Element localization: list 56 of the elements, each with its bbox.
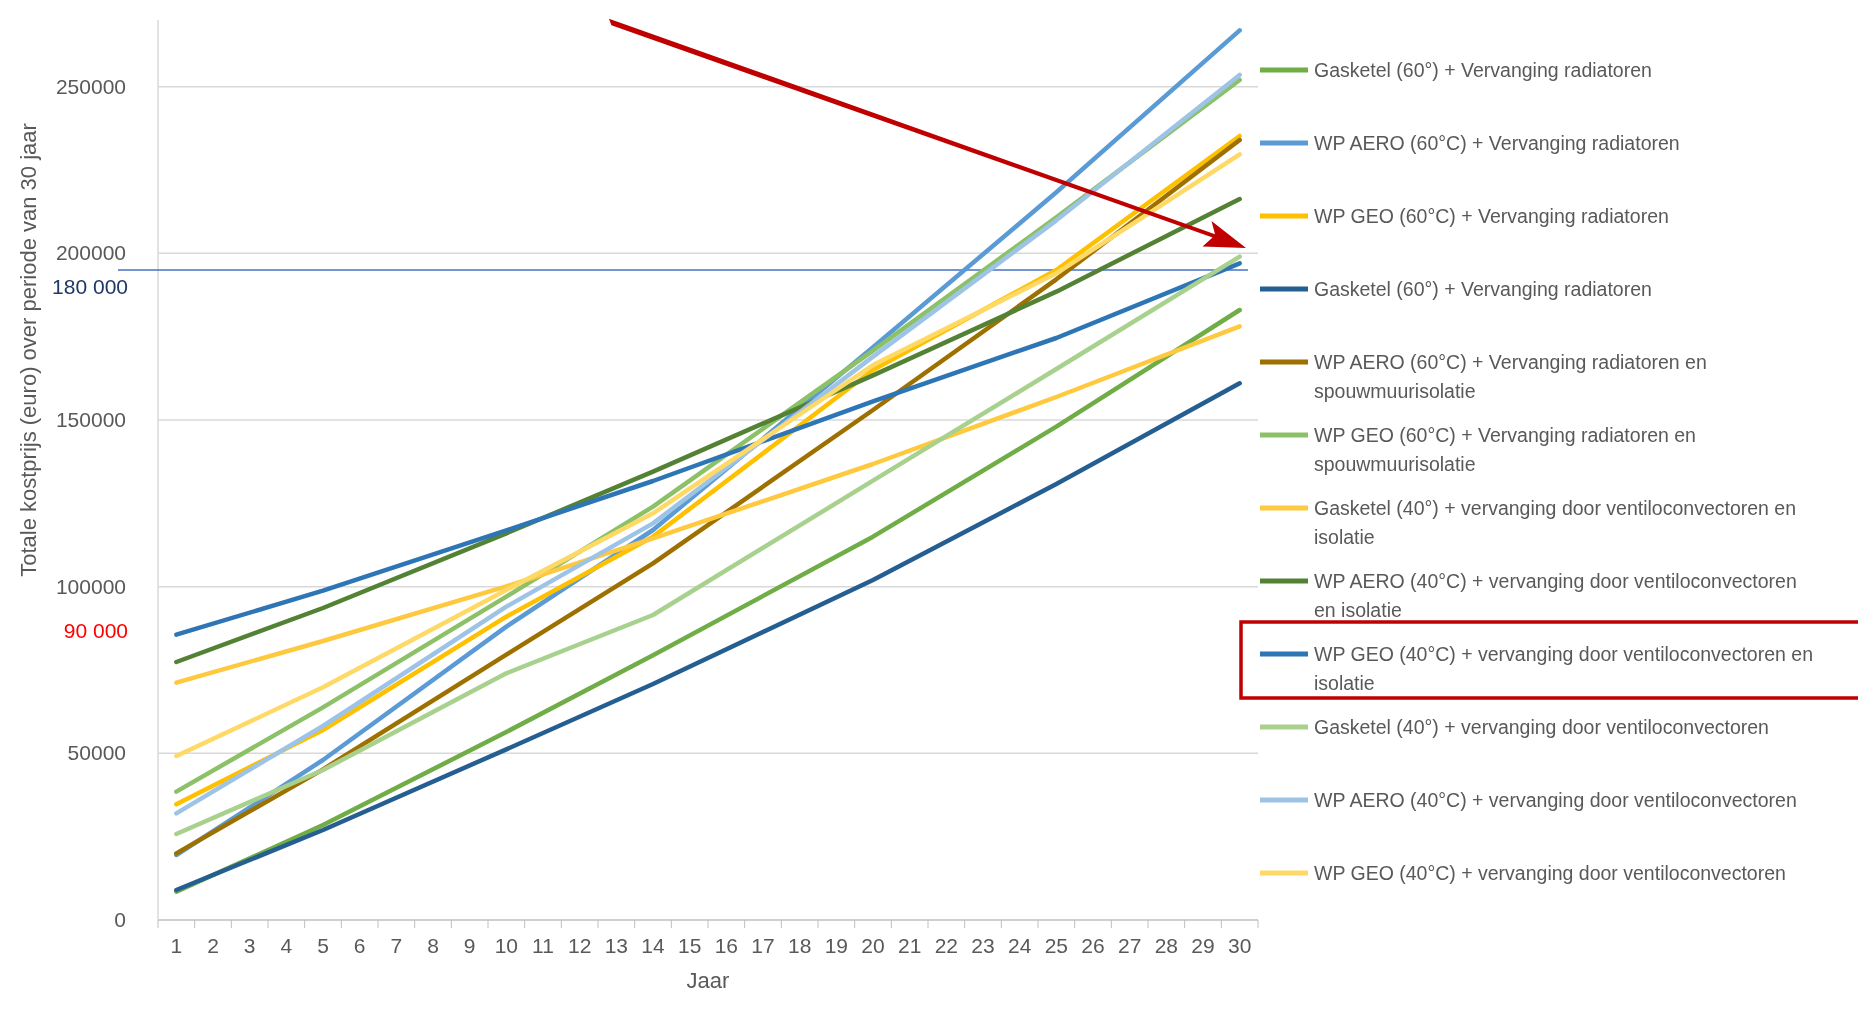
x-tick-label: 8 [427, 934, 439, 957]
x-tick-label: 17 [751, 934, 775, 957]
x-tick-label: 12 [567, 934, 592, 957]
y-tick-label: 0 [114, 908, 126, 931]
legend-label: Gasketel (40°) + vervanging door ventiloconvectoren [1314, 716, 1769, 738]
x-tick-label: 3 [243, 934, 256, 957]
y-axis-title: Totale kostprijs (euro) over periode van 30 jaar [16, 123, 41, 577]
line-series [174, 324, 1242, 685]
x-tick-label: 4 [280, 934, 293, 957]
x-tick-label: 14 [641, 934, 665, 957]
legend-label: Gasketel (40°) + vervanging door ventiloconvectoren en isolatie [1314, 497, 1797, 548]
legend-label: WP AERO (40°C) + vervanging door ventiloconvectoren en isolatie [1314, 570, 1797, 621]
line-series [174, 261, 1242, 637]
x-tick-label: 2 [207, 934, 219, 957]
x-tick-label: 10 [494, 934, 519, 957]
y-tick-label: 150000 [55, 408, 126, 431]
x-tick-label: 1 [170, 934, 183, 957]
x-tick-label: 25 [1044, 934, 1069, 957]
x-tick-label: 13 [604, 934, 629, 957]
x-tick-label: 5 [317, 934, 329, 957]
x-tick-label: 7 [390, 934, 403, 957]
x-tick-label: 26 [1081, 934, 1105, 957]
y-tick-label: 250000 [55, 74, 126, 98]
legend-label: Gasketel (60°) + Vervanging radiatoren [1314, 278, 1652, 300]
legend-label: WP GEO (60°C) + Vervanging radiatoren [1314, 205, 1669, 227]
x-tick-label: 28 [1154, 934, 1179, 957]
x-tick-label: 19 [824, 934, 849, 957]
x-tick-label: 23 [971, 934, 995, 957]
x-tick-label: 9 [463, 934, 476, 957]
x-tick-label: 21 [897, 934, 922, 957]
x-tick-label: 27 [1117, 934, 1142, 957]
x-tick-label: 6 [353, 934, 366, 957]
y-tick-label: 200000 [55, 241, 126, 265]
x-tick-label: 24 [1007, 934, 1032, 957]
x-tick-label: 15 [677, 934, 702, 957]
text: 180 000 [52, 275, 128, 298]
line-series [174, 254, 1242, 837]
line-series [174, 196, 1242, 665]
legend-label: WP GEO (40°C) + vervanging door ventiloconvectoren en isolatie [1314, 643, 1813, 694]
legend-label: WP GEO (40°C) + vervanging door ventiloconvectoren [1314, 862, 1786, 884]
x-tick-label: 20 [861, 934, 885, 957]
x-tick-label: 18 [787, 934, 812, 957]
text: 90 000 [63, 619, 128, 642]
x-tick-label: 29 [1191, 934, 1215, 957]
legend-label: WP AERO (60°C) + Vervanging radiatoren en spouwmuurisolatie [1314, 351, 1707, 402]
x-tick-label: 16 [714, 934, 739, 957]
legend-label: WP AERO (40°C) + vervanging door ventiloconvectoren [1314, 789, 1797, 811]
x-axis-title: Jaar [686, 968, 730, 993]
legend-label: WP GEO (60°C) + Vervanging radiatoren en spouwmuurisolatie [1314, 424, 1696, 475]
x-tick-label: 22 [934, 934, 959, 957]
legend-label: WP AERO (60°C) + Vervanging radiatoren [1314, 132, 1680, 154]
y-tick-label: 100000 [55, 574, 126, 598]
x-tick-label: 30 [1227, 934, 1252, 957]
legend-label: Gasketel (60°) + Vervanging radiatoren [1314, 59, 1652, 81]
y-tick-label: 50000 [67, 741, 126, 765]
x-tick-label: 11 [532, 934, 554, 957]
